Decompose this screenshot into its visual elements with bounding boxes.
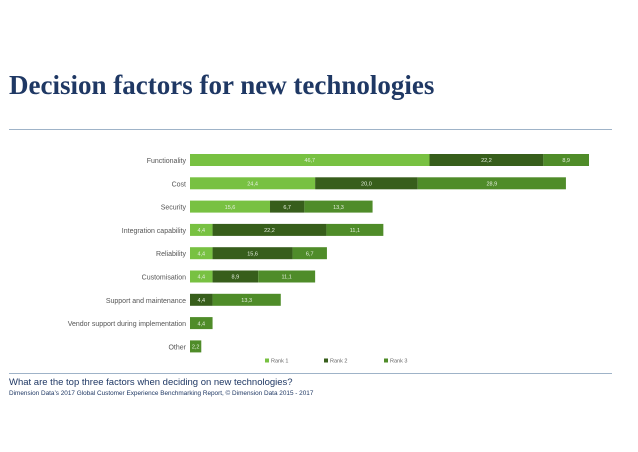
- category-label-customisation: Customisation: [142, 275, 186, 282]
- bar-customisation-rank-2: [212, 270, 259, 283]
- footer-divider: [9, 373, 612, 374]
- data-label-reliability-rank-3: 6,7: [306, 251, 314, 257]
- bar-support-and-maintenance-rank-2: [190, 293, 213, 306]
- category-label-other: Other: [168, 344, 186, 351]
- title-divider: [9, 129, 612, 130]
- legend-label-rank-2: Rank 2: [330, 359, 347, 365]
- bar-functionality-rank-3: [543, 154, 589, 166]
- data-label-integration-capability-rank-1: 4,4: [197, 228, 205, 234]
- data-label-cost-rank-3: 28,9: [486, 182, 497, 188]
- data-label-customisation-rank-3: 11,1: [282, 275, 292, 281]
- data-label-other-rank-3: 2,2: [192, 345, 200, 351]
- source-citation: Dimension Data’s 2017 Global Customer Ex…: [9, 390, 314, 397]
- category-label-reliability: Reliability: [156, 251, 186, 258]
- data-label-functionality-rank-2: 22,2: [481, 158, 492, 164]
- data-label-security-rank-2: 6,7: [283, 205, 291, 211]
- data-label-support-and-maintenance-rank-2: 4,4: [197, 298, 205, 304]
- legend-label-rank-1: Rank 1: [271, 359, 288, 365]
- bar-reliability-rank-3: [292, 247, 327, 260]
- survey-question: What are the top three factors when deci…: [9, 377, 293, 388]
- bar-customisation-rank-1: [190, 270, 213, 283]
- category-label-vendor-support-during-implementation: Vendor support during implementation: [68, 321, 186, 328]
- legend-swatch-rank-3: [384, 358, 388, 363]
- data-label-security-rank-1: 15,6: [225, 205, 236, 211]
- bar-functionality-rank-1: [190, 154, 430, 166]
- bar-security-rank-3: [304, 200, 373, 213]
- stacked-bar-chart: Functionality 46,7 22,2 8,9 Cost 24,4 20,0 28,9…: [68, 154, 589, 365]
- data-label-integration-capability-rank-2: 22,2: [264, 228, 275, 234]
- bar-integration-capability-rank-2: [212, 223, 327, 236]
- bar-reliability-rank-1: [190, 247, 213, 260]
- data-label-customisation-rank-1: 4,4: [197, 275, 205, 281]
- bar-functionality-rank-2: [429, 154, 544, 166]
- category-label-security: Security: [161, 205, 187, 212]
- data-label-customisation-rank-2: 8,9: [232, 275, 240, 281]
- data-label-vendor-support-during-implementation-rank-3: 4,4: [197, 321, 205, 327]
- page-title: Decision factors for new technologies: [9, 70, 435, 100]
- bar-security-rank-2: [270, 200, 305, 213]
- category-label-functionality: Functionality: [147, 158, 187, 165]
- category-label-integration-capability: Integration capability: [122, 228, 187, 235]
- data-label-reliability-rank-2: 15,6: [247, 251, 258, 257]
- data-label-functionality-rank-3: 8,9: [562, 158, 570, 164]
- bar-other-rank-3: [190, 340, 202, 353]
- bar-vendor-support-during-implementation-rank-3: [190, 317, 213, 330]
- data-label-reliability-rank-1: 4,4: [197, 251, 205, 257]
- bar-customisation-rank-3: [258, 270, 316, 283]
- legend-swatch-rank-1: [265, 358, 269, 363]
- data-label-cost-rank-1: 24,4: [247, 182, 258, 188]
- legend-swatch-rank-2: [324, 358, 328, 363]
- data-label-support-and-maintenance-rank-3: 13,3: [241, 298, 252, 304]
- legend-label-rank-3: Rank 3: [390, 359, 407, 365]
- bar-integration-capability-rank-1: [190, 223, 213, 236]
- data-label-functionality-rank-1: 46,7: [304, 158, 315, 164]
- data-label-cost-rank-2: 20,0: [361, 182, 372, 188]
- data-label-integration-capability-rank-3: 11,1: [350, 228, 360, 234]
- category-label-support-and-maintenance: Support and maintenance: [106, 298, 186, 305]
- bar-cost-rank-1: [190, 177, 316, 190]
- bar-security-rank-1: [190, 200, 271, 213]
- bar-integration-capability-rank-3: [326, 223, 384, 236]
- bar-reliability-rank-2: [212, 247, 293, 260]
- bar-cost-rank-2: [315, 177, 418, 190]
- bar-support-and-maintenance-rank-3: [212, 293, 281, 306]
- category-label-cost: Cost: [172, 181, 186, 188]
- data-label-security-rank-3: 13,3: [333, 205, 344, 211]
- bar-cost-rank-3: [417, 177, 566, 190]
